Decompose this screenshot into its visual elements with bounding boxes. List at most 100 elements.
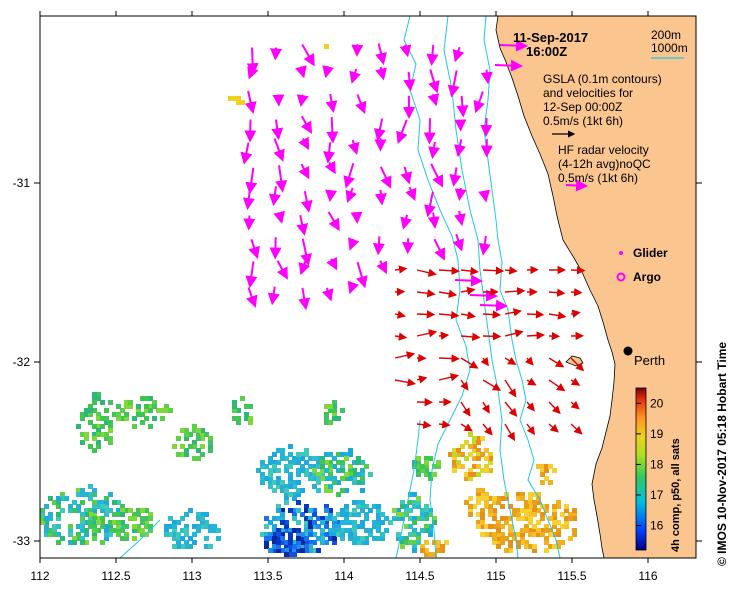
sst-cell	[324, 476, 329, 481]
radar-arrow	[480, 118, 493, 138]
gsla-arrow	[482, 423, 493, 436]
sst-cell	[328, 536, 333, 541]
sst-cell	[312, 524, 317, 529]
sst-cell	[92, 424, 97, 429]
sst-cell	[208, 524, 213, 529]
sst-cell	[288, 460, 293, 465]
sst-cell	[180, 444, 185, 449]
sst-cell	[276, 528, 281, 533]
sst-cell	[140, 508, 145, 513]
sst-cell	[92, 436, 97, 441]
x-tick-label: 112.5	[101, 569, 130, 583]
sst-cell	[552, 532, 557, 537]
sst-cell	[108, 436, 113, 441]
sst-cell	[312, 512, 317, 517]
sst-cell	[288, 532, 293, 537]
sst-cell	[560, 512, 565, 517]
sst-cell	[104, 528, 109, 533]
sst-cell	[324, 508, 329, 513]
sst-cell	[88, 496, 93, 501]
sst-cell	[348, 476, 353, 481]
gsla-arrow	[416, 375, 428, 384]
sst-cell	[436, 548, 441, 553]
sst-cell	[320, 532, 325, 537]
sst-cell	[524, 508, 529, 513]
radar-arrow	[478, 189, 491, 203]
sst-cell	[432, 516, 437, 521]
sst-cell	[472, 436, 477, 441]
sst-cell	[284, 492, 289, 497]
sst-cell	[276, 484, 281, 489]
sst-cell	[272, 464, 277, 469]
sst-cell	[492, 496, 497, 501]
sst-cell	[184, 532, 189, 537]
radar-arrow	[275, 165, 288, 193]
sst-cell	[396, 536, 401, 541]
sst-cell	[324, 520, 329, 525]
sst-cell	[96, 504, 101, 509]
sst-cell	[116, 508, 121, 513]
depth-legend-200m: 200m	[651, 28, 681, 42]
sst-cell	[44, 532, 49, 537]
sst-cell	[300, 468, 305, 473]
sst-cell	[208, 448, 213, 453]
sst-cell	[264, 540, 269, 545]
sst-cell	[304, 536, 309, 541]
sst-cell	[52, 524, 57, 529]
sst-cell	[272, 488, 277, 493]
sst-cell	[100, 400, 105, 405]
sst-cell	[424, 468, 429, 473]
sst-cell	[356, 472, 361, 477]
sst-cell	[348, 452, 353, 457]
sst-cell	[324, 532, 329, 537]
sst-cell	[420, 548, 425, 553]
sst-cell	[188, 544, 193, 549]
sst-cell	[96, 440, 101, 445]
sst-cell	[76, 488, 81, 493]
sst-cell	[204, 524, 209, 529]
sst-cell	[196, 456, 201, 461]
sst-cell	[144, 524, 149, 529]
sst-cell	[164, 532, 169, 537]
sst-cell	[532, 544, 537, 549]
sst-cell	[44, 504, 49, 509]
sst-cell	[460, 464, 465, 469]
sst-cell	[464, 500, 469, 505]
sst-cell	[312, 456, 317, 461]
sst-cell	[136, 524, 141, 529]
sst-cell	[320, 476, 325, 481]
sst-cell	[380, 536, 385, 541]
sst-cell	[324, 460, 329, 465]
sst-cell	[312, 484, 317, 489]
sst-cell	[476, 496, 481, 501]
sst-cell	[276, 540, 281, 545]
sst-cell	[448, 452, 453, 457]
sst-cell	[352, 520, 357, 525]
sst-cell	[288, 472, 293, 477]
sst-cell	[180, 428, 185, 433]
sst-cell	[144, 516, 149, 521]
sst-cell	[492, 500, 497, 505]
sst-cell	[352, 508, 357, 513]
sst-cell	[84, 408, 89, 413]
sst-cell	[96, 516, 101, 521]
sst-cell	[352, 528, 357, 533]
sst-cell	[164, 524, 169, 529]
sst-cell	[208, 440, 213, 445]
sst-cell	[308, 540, 313, 545]
sst-cell	[308, 472, 313, 477]
sst-cell	[532, 508, 537, 513]
sst-cell	[116, 404, 121, 409]
sst-cell	[260, 480, 265, 485]
argo-label: Argo	[633, 270, 661, 284]
sst-cell	[272, 544, 277, 549]
sst-cell	[500, 540, 505, 545]
sst-cell	[192, 456, 197, 461]
sst-cell	[120, 536, 125, 541]
gsla-arrow	[394, 351, 416, 360]
radar-arrow	[480, 69, 493, 85]
gsla-arrow	[438, 266, 460, 275]
sst-cell	[48, 516, 53, 521]
sst-cell	[524, 528, 529, 533]
gsla-arrow	[548, 311, 567, 320]
